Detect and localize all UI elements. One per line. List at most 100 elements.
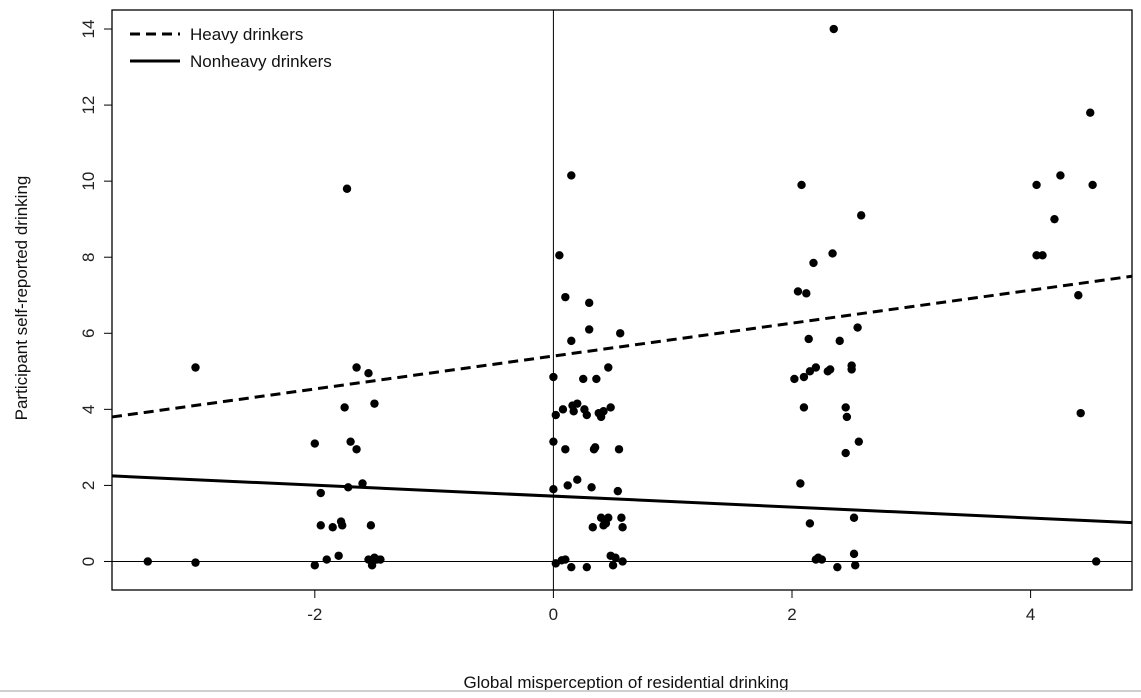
data-point bbox=[1032, 180, 1041, 190]
data-point bbox=[849, 513, 859, 522]
data-point bbox=[310, 439, 320, 448]
data-point bbox=[793, 287, 803, 296]
data-point bbox=[799, 403, 809, 412]
y-axis-ticks: 0 2 4 6 8 10 12 14 bbox=[79, 20, 112, 566]
data-point bbox=[340, 403, 349, 412]
data-point bbox=[582, 562, 592, 572]
data-point bbox=[316, 521, 325, 530]
data-point bbox=[549, 485, 558, 494]
data-point bbox=[849, 549, 859, 559]
data-point bbox=[799, 372, 809, 382]
data-point bbox=[825, 365, 835, 374]
data-point bbox=[608, 561, 618, 570]
data-point bbox=[322, 555, 331, 564]
data-point bbox=[1056, 171, 1065, 180]
data-point bbox=[191, 558, 200, 567]
y-tick-label: 6 bbox=[79, 329, 98, 338]
data-point bbox=[841, 448, 850, 458]
x-axis-title: Global misperception of residential drin… bbox=[463, 673, 788, 692]
data-point bbox=[611, 553, 620, 562]
data-point bbox=[809, 258, 818, 268]
data-point bbox=[1088, 180, 1097, 190]
data-point bbox=[567, 171, 576, 180]
y-tick-label: 12 bbox=[79, 96, 98, 115]
y-tick-label: 10 bbox=[79, 172, 98, 191]
data-point bbox=[555, 251, 564, 260]
data-point bbox=[191, 363, 200, 372]
data-points bbox=[143, 24, 1101, 572]
data-point bbox=[1074, 291, 1083, 300]
legend-nonheavy-label: Nonheavy drinkers bbox=[190, 52, 332, 71]
data-point bbox=[614, 445, 624, 454]
data-point bbox=[342, 184, 352, 193]
x-tick-label: 0 bbox=[549, 605, 558, 624]
data-point bbox=[596, 513, 606, 522]
data-point bbox=[1076, 408, 1085, 418]
data-point bbox=[618, 523, 627, 532]
y-tick-label: 14 bbox=[79, 20, 98, 39]
x-tick-label: -2 bbox=[307, 605, 322, 624]
nonheavy-drinkers-line bbox=[111, 474, 1133, 525]
data-point bbox=[561, 445, 570, 454]
data-point bbox=[856, 211, 866, 220]
data-point bbox=[573, 475, 582, 484]
data-point bbox=[367, 561, 377, 570]
data-point bbox=[352, 363, 361, 372]
data-point bbox=[618, 557, 627, 566]
data-point bbox=[567, 562, 576, 572]
data-point bbox=[805, 519, 815, 528]
data-point bbox=[796, 479, 805, 488]
y-axis-title: Participant self-reported drinking bbox=[12, 176, 31, 421]
data-point bbox=[376, 555, 385, 564]
data-point bbox=[1032, 251, 1041, 260]
data-point bbox=[310, 561, 320, 570]
data-point bbox=[584, 325, 594, 334]
data-point bbox=[344, 483, 353, 492]
data-point bbox=[842, 412, 852, 422]
data-point bbox=[551, 410, 560, 420]
data-point bbox=[590, 443, 600, 452]
data-point bbox=[549, 437, 558, 446]
data-point bbox=[352, 445, 361, 454]
reference-lines bbox=[112, 10, 1132, 590]
data-point bbox=[790, 374, 799, 384]
data-point bbox=[797, 180, 806, 190]
data-point bbox=[587, 483, 596, 492]
data-point bbox=[599, 407, 608, 416]
data-point bbox=[328, 523, 337, 532]
data-point bbox=[802, 289, 811, 298]
data-point bbox=[613, 486, 623, 496]
data-point bbox=[364, 369, 373, 378]
data-point bbox=[617, 513, 626, 522]
data-point bbox=[835, 336, 844, 346]
data-point bbox=[549, 372, 558, 382]
x-axis-ticks: -2 0 2 4 bbox=[307, 590, 1035, 624]
y-tick-label: 8 bbox=[79, 252, 98, 261]
data-point bbox=[573, 399, 582, 408]
legend: Heavy drinkers Nonheavy drinkers bbox=[130, 25, 332, 71]
data-point bbox=[616, 329, 625, 338]
data-point bbox=[579, 374, 588, 384]
data-point bbox=[334, 551, 343, 560]
data-point bbox=[366, 521, 376, 530]
data-point bbox=[582, 410, 592, 420]
data-point bbox=[558, 405, 568, 414]
data-point bbox=[604, 513, 613, 522]
data-point bbox=[804, 334, 813, 344]
x-tick-label: 4 bbox=[1026, 605, 1035, 624]
bottom-rule bbox=[0, 690, 1141, 692]
x-tick-label: 2 bbox=[787, 605, 796, 624]
data-point bbox=[584, 298, 594, 308]
data-point bbox=[567, 336, 576, 346]
data-point bbox=[847, 365, 856, 374]
data-point bbox=[563, 481, 572, 490]
data-point bbox=[851, 561, 860, 570]
data-point bbox=[592, 374, 601, 384]
data-point bbox=[853, 323, 862, 332]
legend-heavy-label: Heavy drinkers bbox=[190, 25, 303, 44]
data-point bbox=[316, 488, 325, 498]
data-point bbox=[370, 399, 379, 408]
data-point bbox=[346, 437, 355, 446]
data-point bbox=[841, 403, 850, 412]
y-tick-label: 2 bbox=[79, 481, 98, 490]
